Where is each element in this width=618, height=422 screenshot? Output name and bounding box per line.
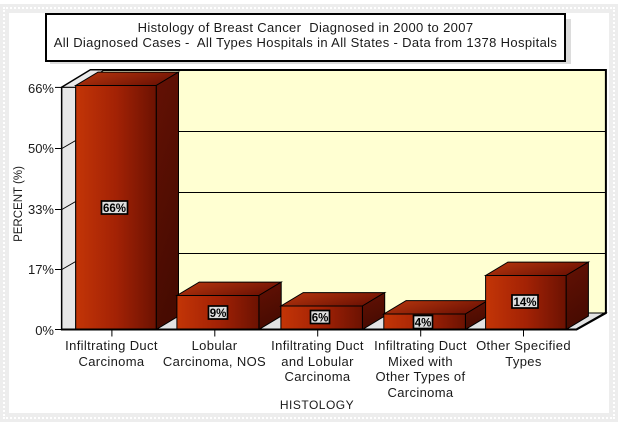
svg-text:14%: 14% (513, 297, 536, 309)
svg-text:6%: 6% (312, 313, 329, 325)
svg-text:66%: 66% (103, 203, 126, 215)
svg-text:9%: 9% (210, 308, 227, 320)
svg-text:4%: 4% (415, 318, 432, 330)
